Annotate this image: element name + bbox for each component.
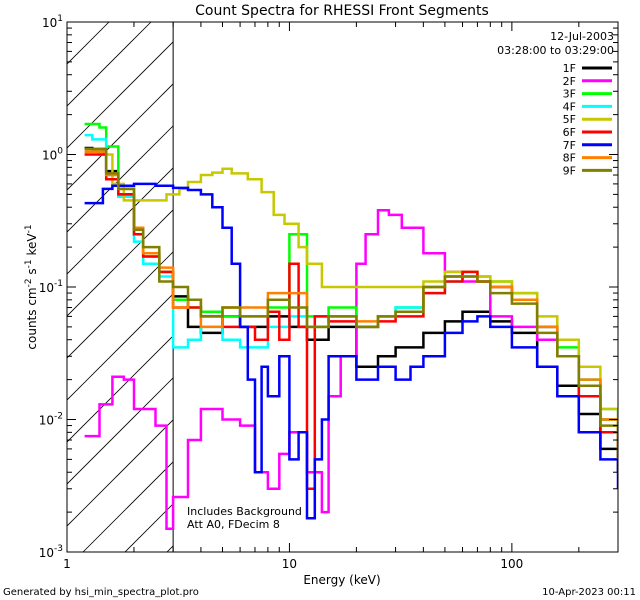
y-tick-label: 100 xyxy=(42,147,63,163)
series-9f-line xyxy=(84,147,618,460)
legend-label-9f: 9F xyxy=(563,164,576,177)
y-tick-label: 10-3 xyxy=(39,544,63,560)
series-4f-line xyxy=(84,133,618,433)
hatch-line xyxy=(82,461,174,552)
annotation-background: Includes Background xyxy=(187,505,302,518)
hatched-region xyxy=(67,22,174,552)
legend-label-3f: 3F xyxy=(563,88,576,101)
date-label: 12-Jul-2003 xyxy=(550,30,614,43)
hatch-line xyxy=(67,377,174,485)
legend-label-4f: 4F xyxy=(563,100,576,113)
x-tick-label: 10 xyxy=(282,557,297,571)
axis-ticks: 1 10 100 101 100 10-1 10-2 10-3 xyxy=(39,14,619,571)
series-2f-line xyxy=(84,208,618,530)
legend-label-6f: 6F xyxy=(563,126,576,139)
legend-label-1f: 1F xyxy=(563,62,576,75)
series-5f-line xyxy=(84,147,618,433)
time-range-label: 03:28:00 to 03:29:00 xyxy=(497,44,614,57)
y-axis-label: counts cm-2 s-1 keV-1 xyxy=(24,224,39,349)
legend-label-7f: 7F xyxy=(563,139,576,152)
hatch-line xyxy=(67,209,174,317)
hatch-line xyxy=(67,83,174,191)
series-7f-line xyxy=(84,182,618,520)
legend-label-2f: 2F xyxy=(563,75,576,88)
x-tick-label: 1 xyxy=(63,557,71,571)
hatch-line xyxy=(67,41,174,149)
footer-generated-by: Generated by hsi_min_spectra_plot.pro xyxy=(3,587,199,598)
series-group xyxy=(84,122,618,530)
chart-title: Count Spectra for RHESSI Front Segments xyxy=(195,3,489,19)
y-tick-label: 10-2 xyxy=(39,412,63,428)
x-tick-label: 100 xyxy=(500,557,523,571)
series-8f-line xyxy=(84,150,618,449)
x-axis-label: Energy (keV) xyxy=(303,573,380,587)
footer-timestamp: 10-Apr-2023 00:11 xyxy=(542,587,636,598)
y-tick-label: 10-1 xyxy=(39,279,63,295)
legend-label-5f: 5F xyxy=(563,113,576,126)
y-tick-label: 101 xyxy=(42,14,63,30)
hatch-line xyxy=(67,251,174,359)
hatch-line xyxy=(67,419,174,527)
annotation-attenuator: Att A0, FDecim 8 xyxy=(187,518,280,531)
legend-label-8f: 8F xyxy=(563,152,576,165)
